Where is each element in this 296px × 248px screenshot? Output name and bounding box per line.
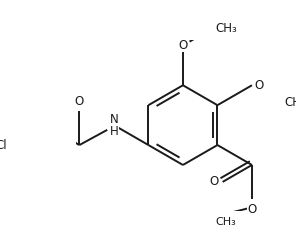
Text: O: O <box>178 39 188 52</box>
Text: O: O <box>255 79 264 92</box>
Text: Cl: Cl <box>0 139 7 152</box>
Text: O: O <box>210 175 219 188</box>
Text: O: O <box>247 203 257 216</box>
Text: CH₃: CH₃ <box>216 217 237 227</box>
Text: CH₃: CH₃ <box>284 96 296 109</box>
Text: CH₃: CH₃ <box>215 22 237 35</box>
Text: N
H: N H <box>110 113 118 138</box>
Text: O: O <box>75 95 84 108</box>
